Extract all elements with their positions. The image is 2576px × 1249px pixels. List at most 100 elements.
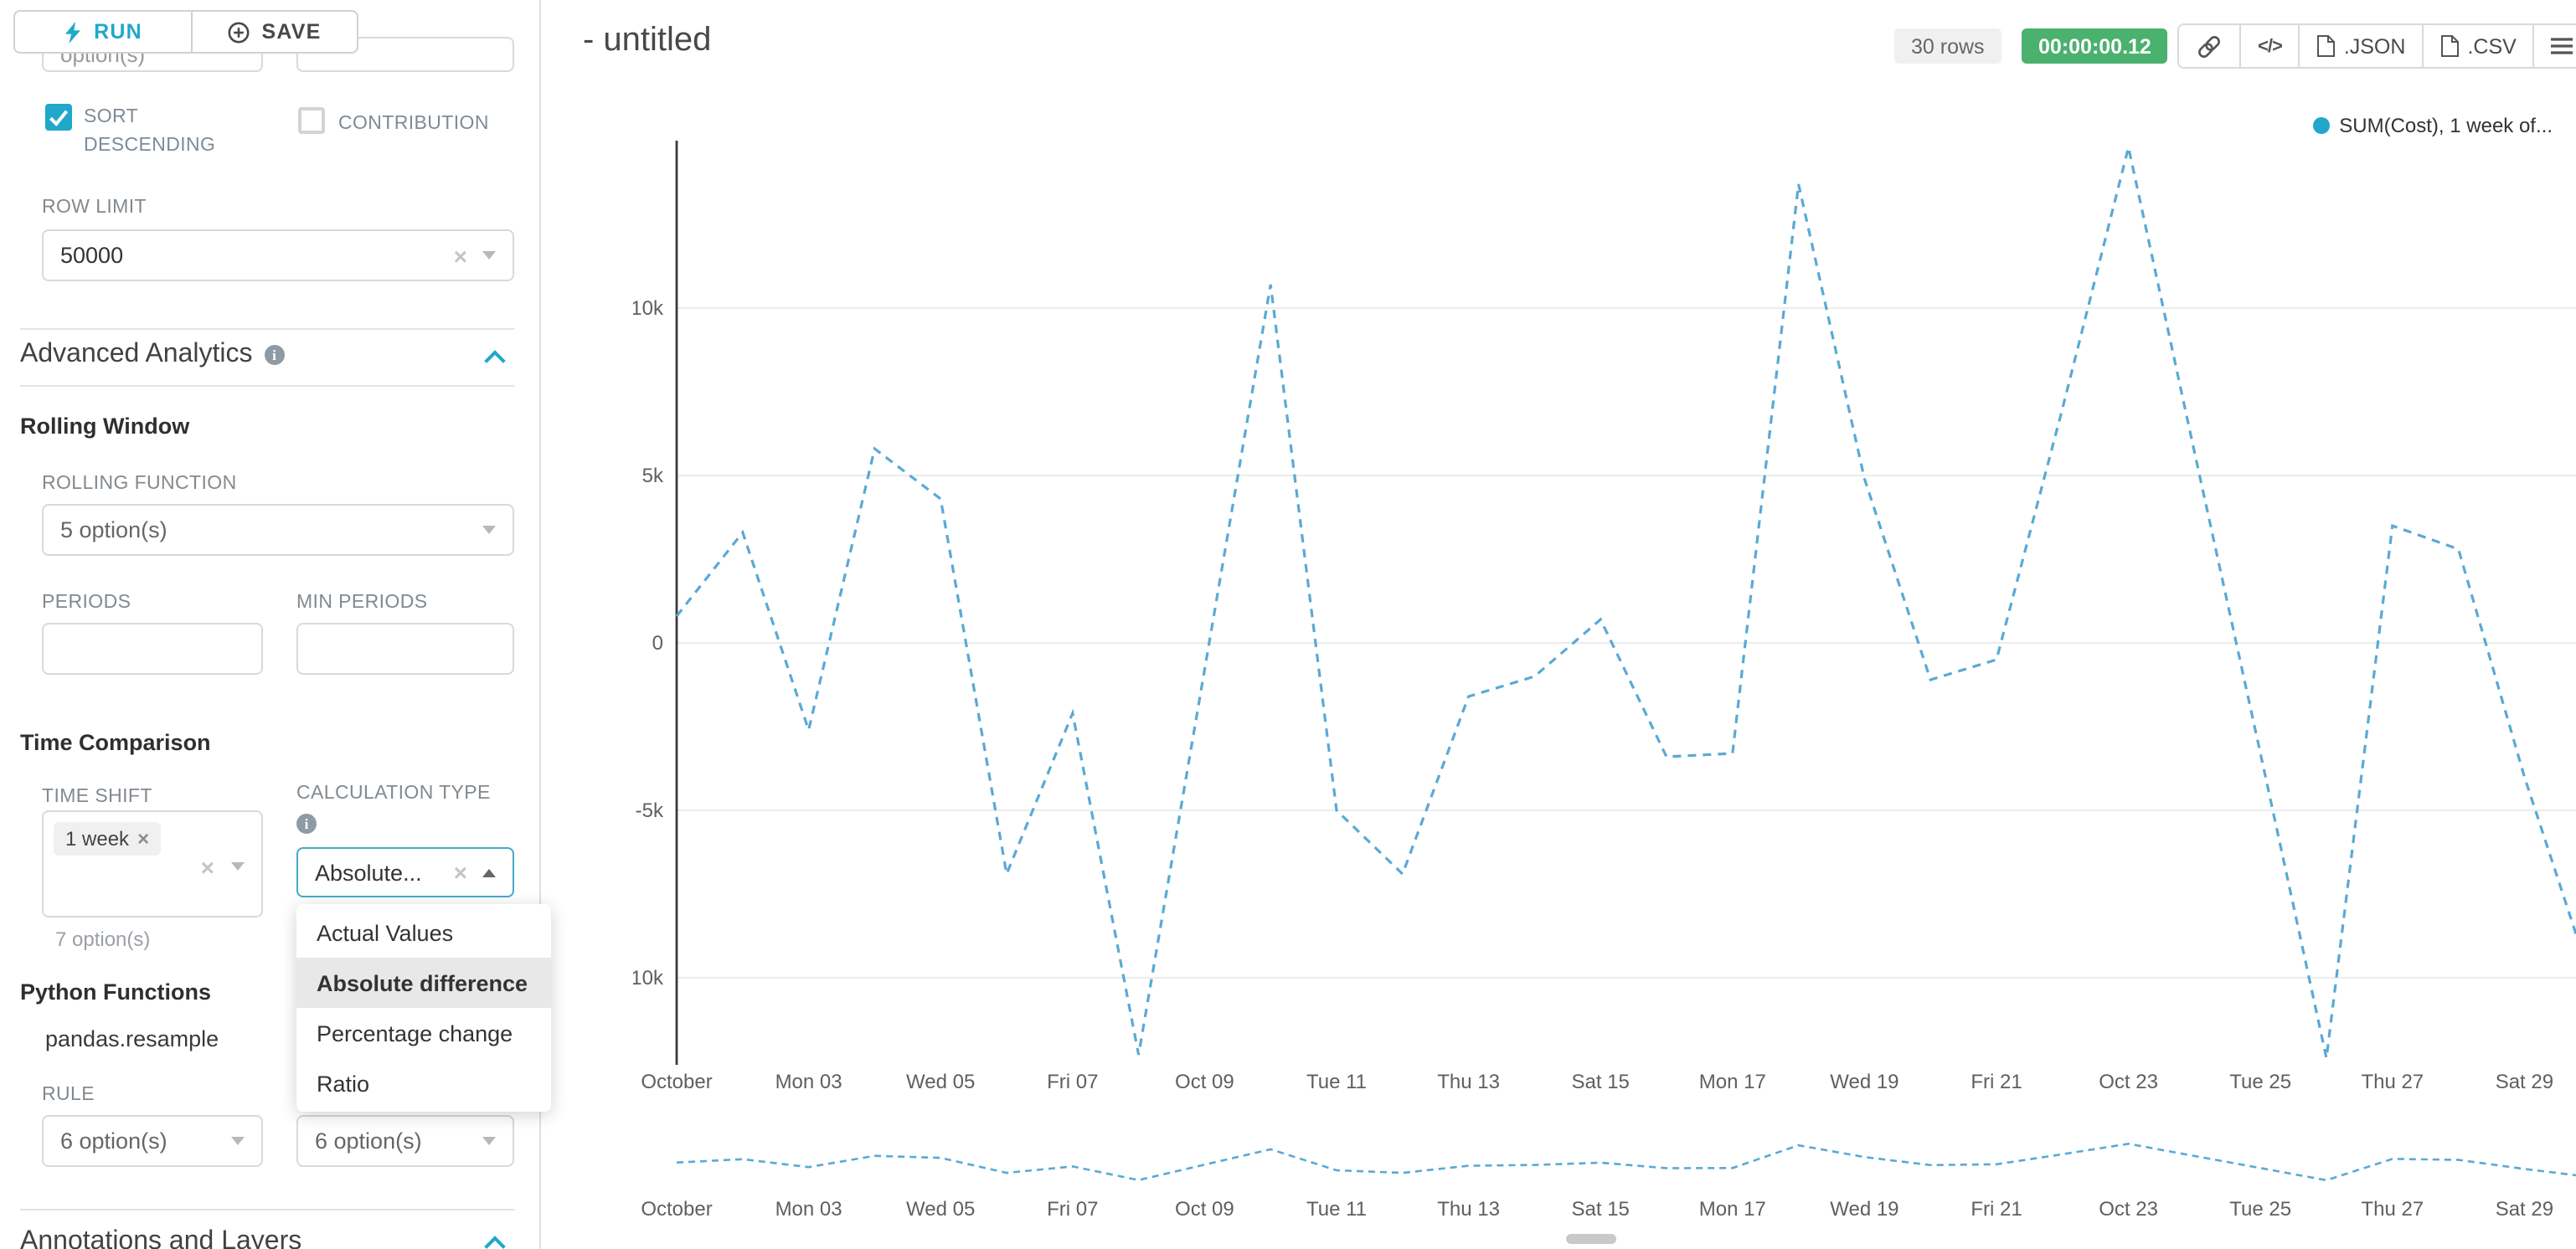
contribution-checkbox[interactable] xyxy=(298,107,325,134)
svg-text:Thu 27: Thu 27 xyxy=(2361,1198,2424,1221)
export-toolbar: </> .JSON .CSV xyxy=(2177,23,2576,69)
run-button[interactable]: RUN xyxy=(13,10,193,54)
contribution-label[interactable]: CONTRIBUTION xyxy=(338,114,489,134)
query-actions: RUN SAVE xyxy=(13,10,358,54)
row-limit-label: ROW LIMIT xyxy=(42,198,147,218)
svg-text:Oct 23: Oct 23 xyxy=(2099,1071,2158,1093)
svg-text:Wed 05: Wed 05 xyxy=(906,1198,975,1221)
remove-tag-icon[interactable]: × xyxy=(137,827,150,851)
annotations-title: Annotations and Layers xyxy=(20,1227,302,1249)
time-shift-tag-label: 1 week xyxy=(65,827,130,851)
min-periods-input[interactable] xyxy=(296,623,514,675)
caret-up-icon xyxy=(482,868,496,876)
rolling-function-select[interactable]: 5 option(s) xyxy=(42,504,514,556)
dropdown-option-absolute-difference[interactable]: Absolute difference xyxy=(296,958,551,1008)
svg-text:Thu 27: Thu 27 xyxy=(2361,1071,2424,1093)
clear-icon[interactable]: × xyxy=(200,854,214,881)
svg-text:10k: 10k xyxy=(633,297,664,320)
clear-icon[interactable]: × xyxy=(453,859,467,886)
section-divider xyxy=(20,328,514,330)
run-button-label: RUN xyxy=(94,20,142,44)
caret-down-icon xyxy=(231,862,245,871)
rolling-function-label: ROLLING FUNCTION xyxy=(42,474,237,494)
caret-down-icon xyxy=(231,1137,245,1145)
export-json-button[interactable]: .JSON xyxy=(2298,25,2423,67)
svg-text:Oct 09: Oct 09 xyxy=(1175,1198,1234,1221)
legend-dot xyxy=(2312,117,2330,134)
min-periods-label: MIN PERIODS xyxy=(296,593,428,613)
svg-text:Fri 07: Fri 07 xyxy=(1047,1198,1098,1221)
svg-text:October: October xyxy=(641,1198,712,1221)
rule-value-1: 6 option(s) xyxy=(60,1128,167,1154)
svg-text:Sat 29: Sat 29 xyxy=(2496,1198,2553,1221)
export-csv-button[interactable]: .CSV xyxy=(2422,25,2533,67)
chart-title[interactable]: - untitled xyxy=(583,22,712,59)
advanced-analytics-header[interactable]: Advanced Analytics i xyxy=(20,340,285,370)
svg-text:Wed 05: Wed 05 xyxy=(906,1071,975,1093)
dropdown-option-actual-values[interactable]: Actual Values xyxy=(317,920,454,945)
python-functions-title: Python Functions xyxy=(20,979,211,1005)
chevron-up-icon[interactable] xyxy=(484,1236,506,1249)
svg-text:Thu 13: Thu 13 xyxy=(1437,1071,1500,1093)
chevron-up-icon[interactable] xyxy=(484,350,506,372)
chart-menu-button[interactable] xyxy=(2532,25,2576,67)
svg-text:-5k: -5k xyxy=(636,799,664,822)
calculation-type-label: CALCULATION TYPE xyxy=(296,784,491,804)
svg-text:0: 0 xyxy=(652,632,663,655)
bolt-icon xyxy=(65,21,81,43)
save-button[interactable]: SAVE xyxy=(191,10,358,54)
query-duration-badge: 00:00:00.12 xyxy=(2022,28,2168,64)
calculation-type-value: Absolute... xyxy=(315,860,422,885)
rule-label: RULE xyxy=(42,1085,95,1105)
row-count-badge: 30 rows xyxy=(1894,28,2002,64)
chart-legend[interactable]: SUM(Cost), 1 week of... xyxy=(2312,114,2553,137)
dropdown-option-ratio[interactable]: Ratio xyxy=(317,1071,370,1096)
chart-area: - untitled 30 rows 00:00:00.12 </> .JSON xyxy=(541,0,2576,1249)
info-icon[interactable]: i xyxy=(296,814,317,834)
row-limit-select[interactable]: 50000 × xyxy=(42,229,514,281)
rule-select-2[interactable]: 6 option(s) xyxy=(296,1115,514,1167)
svg-text:Fri 21: Fri 21 xyxy=(1971,1071,2022,1093)
rule-select-1[interactable]: 6 option(s) xyxy=(42,1115,263,1167)
link-icon xyxy=(2198,35,2220,57)
annotations-header[interactable]: Annotations and Layers xyxy=(20,1227,301,1249)
copy-link-button[interactable] xyxy=(2179,25,2239,67)
dropdown-option-percentage-change[interactable]: Percentage change xyxy=(317,1020,513,1046)
calculation-type-dropdown: Actual Values Absolute difference Percen… xyxy=(296,904,551,1112)
row-limit-value: 50000 xyxy=(60,243,124,268)
file-icon xyxy=(2317,35,2336,57)
check-icon xyxy=(49,110,69,126)
export-csv-label: .CSV xyxy=(2467,34,2517,58)
svg-text:Wed 19: Wed 19 xyxy=(1830,1071,1899,1093)
svg-text:Oct 23: Oct 23 xyxy=(2099,1198,2158,1221)
svg-text:Thu 13: Thu 13 xyxy=(1437,1198,1500,1221)
sort-descending-label[interactable]: SORT DESCENDING xyxy=(84,107,216,156)
caret-down-icon xyxy=(482,251,496,260)
svg-text:Tue 25: Tue 25 xyxy=(2229,1198,2291,1221)
calculation-type-select[interactable]: Absolute... × xyxy=(296,847,514,897)
main-chart-svg[interactable]: 10k 5k 0 -5k -10k October Mon 03 Wed 05 Fri 07 Oc… xyxy=(633,131,2576,1118)
mini-chart-svg[interactable]: October Mon 03 Wed 05 Fri 07 Oct 09 Tue 11 Thu… xyxy=(633,1122,2576,1226)
sort-descending-checkbox[interactable] xyxy=(45,104,72,131)
rule-value-2: 6 option(s) xyxy=(315,1128,422,1154)
info-icon[interactable]: i xyxy=(264,345,285,365)
time-comparison-title: Time Comparison xyxy=(20,730,211,755)
menu-icon xyxy=(2551,38,2573,54)
time-shift-tag[interactable]: 1 week × xyxy=(54,822,162,856)
time-shift-select[interactable]: 1 week × × xyxy=(42,810,263,917)
chart-resize-handle[interactable] xyxy=(1566,1234,1616,1244)
export-json-label: .JSON xyxy=(2343,34,2406,58)
truncated-select-right[interactable] xyxy=(296,37,514,72)
periods-input[interactable] xyxy=(42,623,263,675)
svg-text:Sat 29: Sat 29 xyxy=(2496,1071,2553,1093)
clear-icon[interactable]: × xyxy=(453,242,467,269)
svg-text:Mon 17: Mon 17 xyxy=(1699,1198,1766,1221)
svg-text:-10k: -10k xyxy=(633,967,664,989)
svg-text:Mon 17: Mon 17 xyxy=(1699,1071,1766,1093)
save-button-label: SAVE xyxy=(261,20,322,44)
advanced-analytics-title: Advanced Analytics xyxy=(20,340,253,368)
file-icon xyxy=(2441,35,2460,57)
section-divider xyxy=(20,385,514,387)
embed-code-button[interactable]: </> xyxy=(2239,25,2299,67)
